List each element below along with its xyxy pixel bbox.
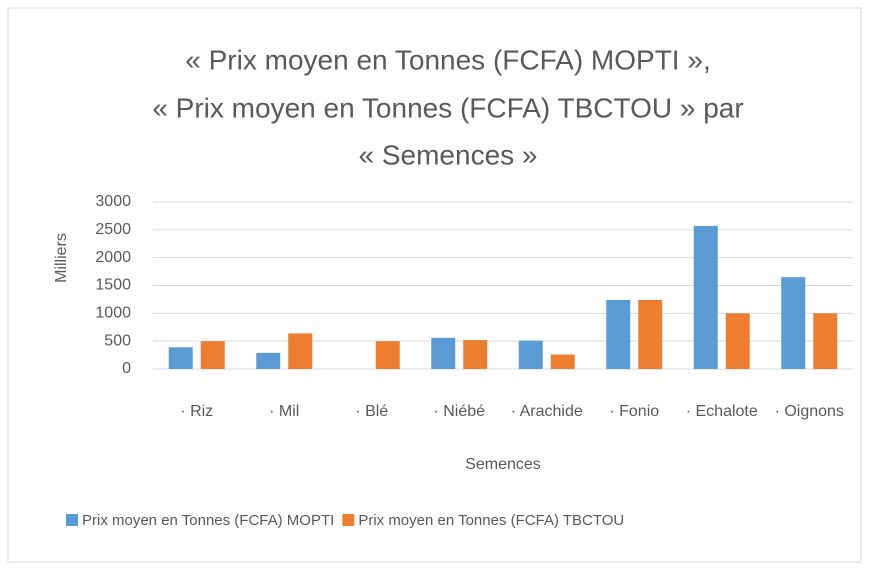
legend-swatch	[342, 514, 355, 526]
bar	[200, 341, 225, 369]
chart-title: « Prix moyen en Tonnes (FCFA) MOPTI »,	[185, 44, 710, 75]
bar	[606, 299, 631, 369]
chart-title: « Semences »	[359, 139, 538, 170]
bar	[288, 333, 313, 369]
x-tick-label: · Oignons	[775, 403, 844, 420]
bar	[518, 340, 543, 369]
bar	[781, 277, 806, 369]
y-tick-label: 2500	[95, 221, 131, 238]
bar	[693, 225, 718, 369]
bar	[725, 313, 750, 369]
x-tick-label: · Arachide	[511, 403, 583, 420]
bar	[168, 347, 193, 369]
bar	[813, 313, 838, 369]
y-tick-label: 0	[122, 360, 131, 377]
legend-swatch	[66, 514, 78, 526]
y-tick-label: 2000	[95, 249, 131, 266]
y-tick-label: 500	[104, 332, 131, 349]
y-tick-label: 3000	[95, 193, 131, 210]
bar	[463, 340, 488, 369]
x-tick-label: · Mil	[269, 403, 299, 420]
chart-title: « Prix moyen en Tonnes (FCFA) TBCTOU » p…	[152, 92, 743, 123]
y-tick-label: 1500	[95, 277, 131, 294]
bar	[550, 354, 575, 369]
legend-label: Prix moyen en Tonnes (FCFA) MOPTI	[82, 512, 334, 529]
x-axis-label: Semences	[465, 456, 541, 473]
x-tick-label: · Fonio	[609, 403, 659, 420]
y-axis-label: Milliers	[53, 233, 70, 283]
x-tick-label: · Echalote	[686, 403, 758, 420]
legend-label: Prix moyen en Tonnes (FCFA) TBCTOU	[358, 512, 624, 529]
bar	[638, 299, 663, 369]
bar	[431, 337, 456, 369]
y-tick-label: 1000	[95, 305, 131, 322]
bar	[375, 341, 400, 369]
x-tick-label: · Riz	[180, 403, 213, 420]
x-tick-label: · Blé	[355, 403, 388, 420]
bar	[256, 352, 281, 369]
x-tick-label: · Niébé	[433, 403, 485, 420]
